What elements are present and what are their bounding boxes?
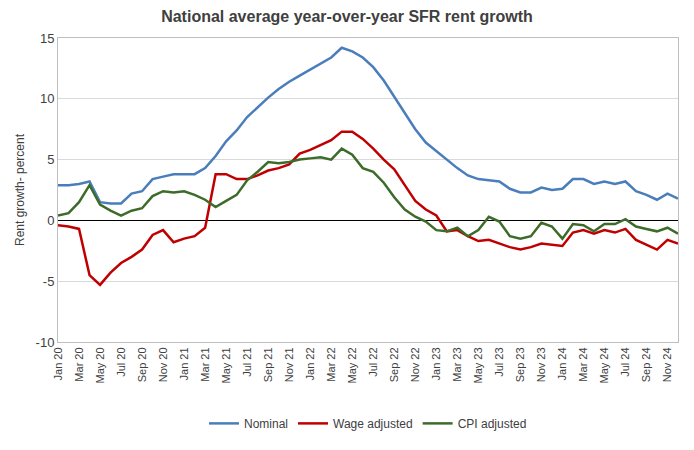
svg-text:Jan 21: Jan 21 bbox=[178, 347, 190, 380]
svg-text:Jul 21: Jul 21 bbox=[241, 347, 253, 376]
svg-text:Mar 24: Mar 24 bbox=[577, 347, 589, 381]
svg-text:May 22: May 22 bbox=[346, 347, 358, 383]
svg-text:May 21: May 21 bbox=[220, 347, 232, 383]
svg-text:Sep 23: Sep 23 bbox=[514, 347, 526, 382]
svg-text:Jul 20: Jul 20 bbox=[115, 347, 127, 376]
svg-text:May 23: May 23 bbox=[472, 347, 484, 383]
svg-text:May 24: May 24 bbox=[598, 347, 610, 383]
svg-text:Mar 21: Mar 21 bbox=[199, 347, 211, 381]
svg-text:Nominal: Nominal bbox=[244, 417, 288, 431]
svg-text:Mar 20: Mar 20 bbox=[73, 347, 85, 381]
svg-text:5: 5 bbox=[47, 152, 54, 167]
svg-text:-5: -5 bbox=[43, 274, 55, 289]
svg-text:Jul 24: Jul 24 bbox=[619, 347, 631, 376]
svg-text:May 20: May 20 bbox=[94, 347, 106, 383]
svg-text:Jan 24: Jan 24 bbox=[556, 347, 568, 380]
svg-text:Mar 23: Mar 23 bbox=[451, 347, 463, 381]
svg-text:Jul 23: Jul 23 bbox=[493, 347, 505, 376]
svg-text:Sep 21: Sep 21 bbox=[262, 347, 274, 382]
svg-text:Nov 24: Nov 24 bbox=[661, 347, 673, 382]
svg-text:-10: -10 bbox=[36, 335, 55, 350]
svg-text:Jan 20: Jan 20 bbox=[52, 347, 64, 380]
svg-text:Jul 22: Jul 22 bbox=[367, 347, 379, 376]
svg-text:Jan 22: Jan 22 bbox=[304, 347, 316, 380]
svg-text:Jan 23: Jan 23 bbox=[430, 347, 442, 380]
svg-text:0: 0 bbox=[47, 213, 54, 228]
svg-text:10: 10 bbox=[40, 91, 54, 106]
svg-text:Nov 21: Nov 21 bbox=[283, 347, 295, 382]
svg-text:National average year-over-yea: National average year-over-year SFR rent… bbox=[161, 8, 533, 25]
svg-text:Rent growth- percent: Rent growth- percent bbox=[13, 133, 27, 246]
svg-text:15: 15 bbox=[40, 31, 54, 46]
svg-text:CPI adjusted: CPI adjusted bbox=[458, 417, 527, 431]
svg-text:Sep 24: Sep 24 bbox=[640, 347, 652, 382]
svg-text:Sep 22: Sep 22 bbox=[388, 347, 400, 382]
svg-text:Nov 23: Nov 23 bbox=[535, 347, 547, 382]
svg-text:Nov 20: Nov 20 bbox=[157, 347, 169, 382]
svg-text:Nov 22: Nov 22 bbox=[409, 347, 421, 382]
svg-text:Wage adjusted: Wage adjusted bbox=[333, 417, 413, 431]
svg-text:Sep 20: Sep 20 bbox=[136, 347, 148, 382]
svg-text:Mar 22: Mar 22 bbox=[325, 347, 337, 381]
